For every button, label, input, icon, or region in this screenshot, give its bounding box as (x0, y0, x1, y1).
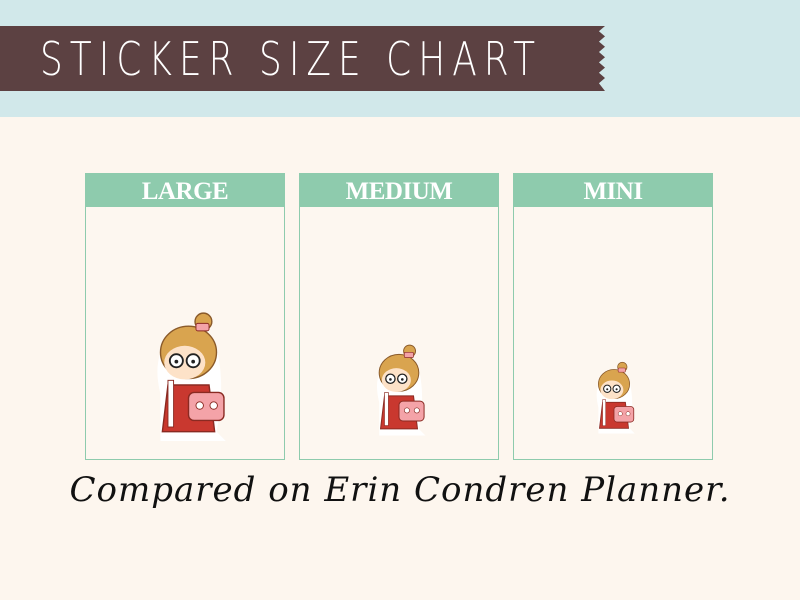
caption: Compared on Erin Condren Planner. (69, 470, 731, 510)
panel-label: MEDIUM (300, 174, 498, 207)
panel-label: MINI (514, 174, 712, 207)
panel-label: LARGE (86, 174, 284, 207)
sticker-illustration (156, 312, 227, 441)
panel-mini: MINI (513, 173, 713, 460)
panel-medium: MEDIUM (299, 173, 499, 460)
panel-large: LARGE (85, 173, 285, 460)
sticker-illustration (596, 361, 636, 435)
sticker-illustration (376, 344, 427, 436)
page-title: STICKER SIZE CHART (40, 32, 543, 86)
title-ribbon: STICKER SIZE CHART (0, 26, 605, 91)
